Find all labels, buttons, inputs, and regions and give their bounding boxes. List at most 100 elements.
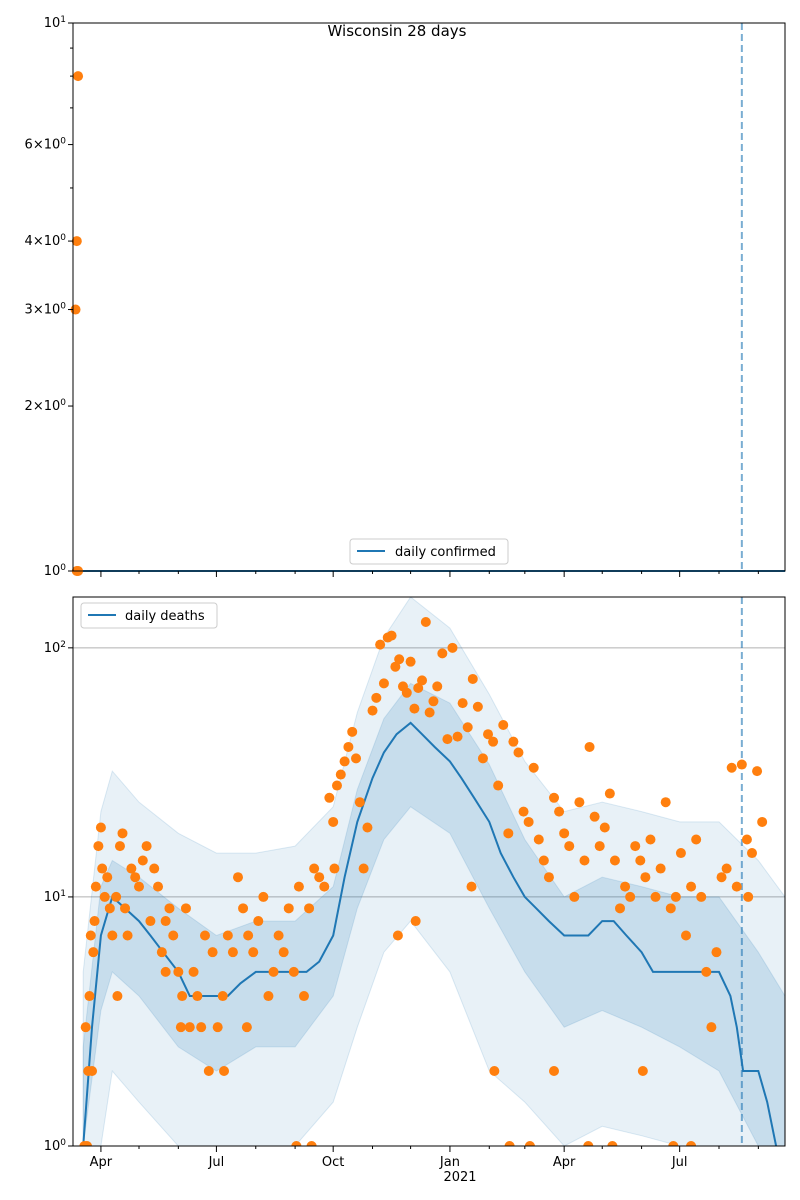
deaths-point: [498, 720, 509, 731]
confirmed-legend[interactable]: daily confirmed: [349, 538, 509, 565]
deaths-point: [84, 991, 95, 1002]
deaths-point: [604, 788, 615, 799]
deaths-axes-frame: [72, 596, 786, 1147]
deaths-point: [304, 903, 315, 914]
deaths-point: [747, 848, 758, 859]
deaths-point: [574, 797, 585, 808]
deaths-plot-area: [73, 597, 785, 1146]
deaths-point: [339, 756, 350, 767]
deaths-point: [253, 916, 264, 927]
deaths-point: [583, 1141, 594, 1146]
deaths-point: [164, 903, 175, 914]
deaths-point: [681, 930, 692, 941]
deaths-point: [219, 1066, 230, 1077]
y-tick-label: 6×100: [25, 137, 67, 153]
deaths-point: [457, 698, 468, 709]
y-tick-base: 10: [44, 1139, 61, 1154]
y-tick-exponent: 0: [60, 1138, 66, 1148]
deaths-point: [173, 966, 184, 977]
deaths-point: [625, 891, 636, 902]
deaths-point: [635, 855, 646, 866]
deaths-point: [88, 947, 99, 958]
deaths-point: [153, 881, 164, 892]
deaths-point: [757, 816, 768, 827]
deaths-point: [549, 1066, 560, 1077]
deaths-point: [528, 762, 539, 773]
deaths-point: [263, 991, 274, 1002]
deaths-point: [524, 1141, 535, 1146]
deaths-point: [241, 1022, 252, 1033]
deaths-point: [248, 947, 259, 958]
deaths-point: [410, 916, 421, 927]
deaths-point: [130, 872, 141, 883]
deaths-point: [508, 736, 519, 747]
y-tick-base: 10: [44, 641, 61, 656]
deaths-point: [564, 841, 575, 852]
deaths-point: [394, 654, 405, 665]
deaths-point: [413, 682, 424, 693]
deaths-point: [367, 705, 378, 716]
x-year-label: 2021: [443, 1170, 476, 1185]
deaths-point: [133, 881, 144, 892]
deaths-point: [232, 872, 243, 883]
deaths-point: [331, 780, 342, 791]
y-tick-base: 10: [44, 234, 61, 249]
deaths-legend[interactable]: daily deaths: [80, 602, 218, 629]
deaths-point: [432, 681, 443, 692]
deaths-point: [358, 863, 369, 874]
deaths-point: [424, 707, 435, 718]
deaths-point: [120, 903, 131, 914]
deaths-point: [386, 630, 397, 641]
deaths-point: [533, 834, 544, 845]
y-tick-base: 10: [44, 138, 61, 153]
deaths-point: [504, 1141, 515, 1146]
deaths-point: [112, 991, 123, 1002]
confirmed-x-ticks: [100, 571, 759, 577]
deaths-legend-box: [80, 602, 218, 629]
outer-uncertainty-band: [82, 597, 785, 1146]
y-tick-label: 2×100: [25, 398, 67, 414]
deaths-point: [584, 741, 595, 752]
deaths-point: [420, 616, 431, 627]
deaths-point: [81, 1141, 92, 1146]
deaths-point: [523, 816, 534, 827]
confirmed-axes-frame: [72, 22, 786, 572]
deaths-point: [599, 822, 610, 833]
deaths-point: [362, 822, 373, 833]
confirmed-panel: Wisconsin 28 days 1002×1003×1004×1006×10…: [25, 15, 786, 579]
deaths-point: [351, 753, 362, 764]
deaths-point: [691, 834, 702, 845]
deaths-point: [188, 966, 199, 977]
deaths-point: [686, 1141, 697, 1146]
deaths-point: [141, 841, 152, 852]
deaths-point: [196, 1022, 207, 1033]
chart-title: Wisconsin 28 days: [328, 22, 467, 40]
deaths-point: [640, 872, 651, 883]
deaths-point: [126, 863, 137, 874]
deaths-data-layer: [73, 597, 785, 1146]
deaths-point: [409, 703, 420, 714]
deaths-point: [258, 891, 269, 902]
y-tick-coefficient: 6×: [25, 138, 44, 153]
deaths-point: [203, 1066, 214, 1077]
y-tick-exponent: 0: [60, 563, 66, 573]
y-tick-exponent: 0: [60, 398, 66, 408]
y-tick-exponent: 2: [60, 640, 66, 650]
deaths-point: [238, 903, 249, 914]
deaths-point: [107, 930, 118, 941]
y-tick-label: 102: [44, 640, 66, 656]
deaths-point: [329, 863, 340, 874]
deaths-point: [278, 947, 289, 958]
x-tick-label: Oct: [322, 1155, 344, 1170]
deaths-point: [630, 841, 641, 852]
deaths-point: [354, 797, 365, 808]
deaths-point: [503, 828, 514, 839]
deaths-point: [207, 947, 218, 958]
deaths-point: [594, 841, 605, 852]
y-tick-coefficient: 2×: [25, 399, 44, 414]
deaths-point: [93, 841, 104, 852]
